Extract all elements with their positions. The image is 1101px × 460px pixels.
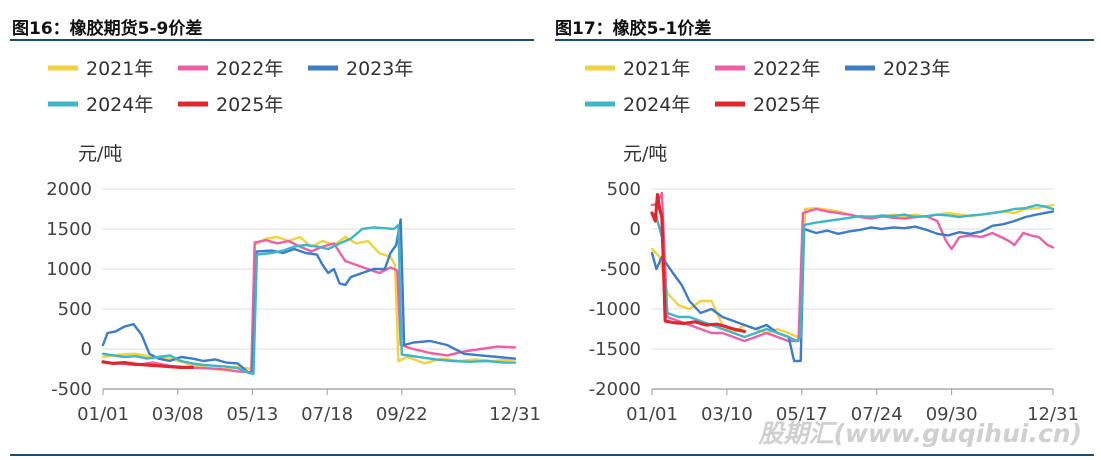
legend-label: 2025年 [216,94,283,116]
y-tick-label: -500 [600,259,641,280]
y-tick-label: 0 [81,339,92,360]
y-tick-label: 500 [607,179,641,200]
y-tick-label: -1500 [589,339,641,360]
x-tick-label: 03/08 [152,404,204,425]
x-tick-label: 07/24 [851,404,903,425]
series-line [101,235,517,371]
x-tick-label: 07/18 [301,404,353,425]
legend-label: 2021年 [623,58,690,80]
title-rule-right [555,39,1094,41]
y-axis-unit: 元/吨 [623,143,667,165]
y-tick-label: 500 [58,299,92,320]
y-tick-label: -2000 [589,379,641,400]
y-tick-label: -1000 [589,299,641,320]
series-line [101,360,194,369]
chart-title-left: 图16：橡胶期货5-9价差 [12,19,203,39]
legend-label: 2021年 [86,58,153,80]
x-tick-label: 05/17 [776,404,828,425]
y-tick-label: -500 [51,379,92,400]
y-tick-label: 2000 [46,179,92,200]
x-tick-label: 09/22 [376,404,428,425]
x-tick-label: 09/30 [926,404,978,425]
legend-label: 2022年 [753,58,820,80]
series-line [101,223,517,375]
series-line [650,193,747,333]
series-line [650,210,1055,363]
series-line [101,218,517,375]
x-tick-label: 05/13 [226,404,278,425]
chart-title-right: 图17：橡胶5-1价差 [555,19,712,39]
watermark: 股期汇(www.guqihui.cn) [758,419,1082,448]
x-tick-label: 12/31 [1027,404,1079,425]
x-tick-label: 01/01 [77,404,129,425]
title-rule-left [10,39,534,41]
x-tick-label: 03/10 [701,404,753,425]
y-axis-unit: 元/吨 [78,143,122,165]
x-tick-label: 12/31 [489,404,541,425]
legend-label: 2025年 [753,94,820,116]
legend-label: 2023年 [883,58,950,80]
legend-label: 2023年 [346,58,413,80]
legend-label: 2024年 [86,94,153,116]
y-tick-label: 1500 [46,219,92,240]
y-tick-label: 1000 [46,259,92,280]
y-tick-label: 0 [630,219,641,240]
legend-label: 2024年 [623,94,690,116]
bottom-rule [10,454,1094,456]
x-tick-label: 01/01 [626,404,678,425]
legend-label: 2022年 [216,58,283,80]
